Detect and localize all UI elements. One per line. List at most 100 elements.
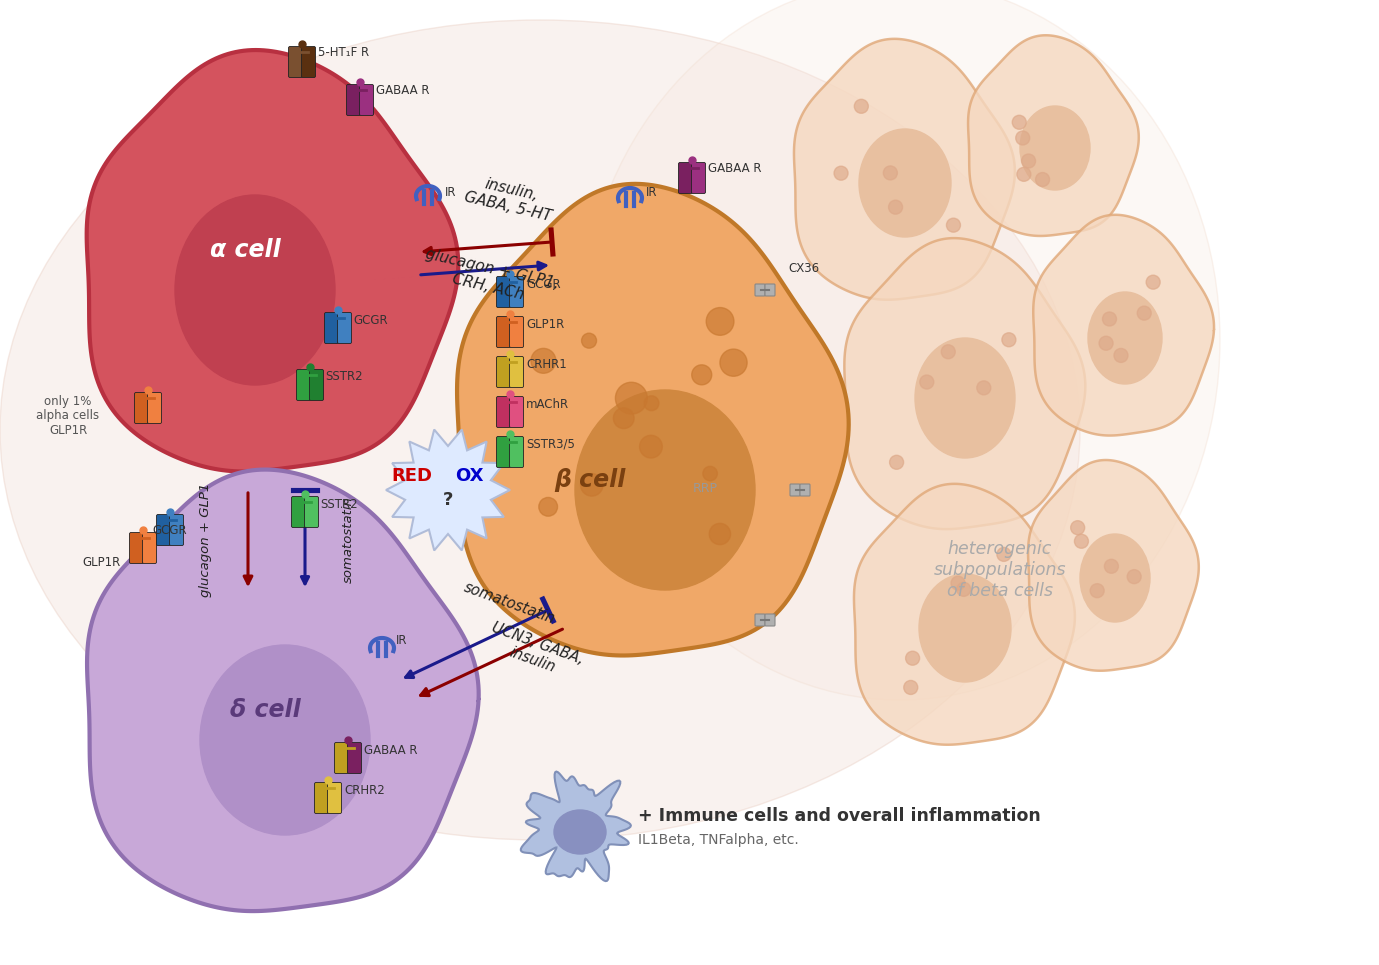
FancyBboxPatch shape <box>148 393 161 424</box>
Circle shape <box>614 408 634 428</box>
Circle shape <box>703 466 717 481</box>
FancyBboxPatch shape <box>509 397 524 427</box>
FancyBboxPatch shape <box>309 370 324 400</box>
Circle shape <box>582 333 597 348</box>
Circle shape <box>1127 569 1142 584</box>
Text: IR: IR <box>645 185 658 199</box>
Ellipse shape <box>175 195 335 385</box>
Circle shape <box>1016 131 1030 145</box>
FancyBboxPatch shape <box>170 514 183 545</box>
Text: ?: ? <box>443 491 454 509</box>
Circle shape <box>942 345 956 359</box>
FancyBboxPatch shape <box>288 46 302 77</box>
Text: somatostatin: somatostatin <box>342 497 354 584</box>
Circle shape <box>720 349 747 376</box>
FancyBboxPatch shape <box>346 85 360 116</box>
Ellipse shape <box>575 390 754 590</box>
FancyBboxPatch shape <box>142 533 156 564</box>
Polygon shape <box>87 50 458 472</box>
Text: insulin,
GABA, 5-HT: insulin, GABA, 5-HT <box>463 172 557 224</box>
Circle shape <box>644 396 659 411</box>
Circle shape <box>581 474 603 496</box>
Ellipse shape <box>918 574 1011 682</box>
FancyBboxPatch shape <box>691 162 706 194</box>
FancyBboxPatch shape <box>509 436 524 467</box>
FancyBboxPatch shape <box>135 393 149 424</box>
Polygon shape <box>87 470 479 911</box>
Text: IR: IR <box>396 635 408 648</box>
Circle shape <box>1102 312 1117 326</box>
FancyBboxPatch shape <box>327 783 342 813</box>
Polygon shape <box>1029 460 1198 671</box>
Text: CRHR1: CRHR1 <box>525 357 567 371</box>
Circle shape <box>1070 521 1085 535</box>
FancyBboxPatch shape <box>291 497 306 528</box>
Circle shape <box>1091 584 1105 597</box>
Circle shape <box>1074 535 1088 548</box>
Text: mAChR: mAChR <box>525 398 570 410</box>
Text: OX: OX <box>455 467 484 485</box>
Text: β cell: β cell <box>554 468 626 492</box>
Text: 5-HT₁F R: 5-HT₁F R <box>319 46 370 60</box>
Text: GLP1R: GLP1R <box>81 556 120 568</box>
Text: GCGR: GCGR <box>525 278 561 290</box>
Circle shape <box>957 582 971 596</box>
Circle shape <box>906 651 920 665</box>
Text: heterogenic
subpopulations
of beta cells: heterogenic subpopulations of beta cells <box>934 540 1066 600</box>
Circle shape <box>834 166 848 180</box>
Ellipse shape <box>1088 292 1162 384</box>
Circle shape <box>1003 333 1016 346</box>
Circle shape <box>1036 173 1049 186</box>
Text: GABAA R: GABAA R <box>376 85 429 97</box>
Circle shape <box>952 576 965 591</box>
Circle shape <box>1022 154 1036 168</box>
Circle shape <box>1138 306 1151 320</box>
FancyBboxPatch shape <box>754 614 765 626</box>
FancyBboxPatch shape <box>314 783 328 813</box>
Polygon shape <box>521 772 630 881</box>
Polygon shape <box>844 238 1085 529</box>
FancyBboxPatch shape <box>765 284 775 296</box>
FancyBboxPatch shape <box>800 484 809 496</box>
Circle shape <box>855 99 869 113</box>
Polygon shape <box>386 429 510 550</box>
Circle shape <box>615 382 647 414</box>
Text: + Immune cells and overall inflammation: + Immune cells and overall inflammation <box>638 807 1041 825</box>
Circle shape <box>976 381 992 395</box>
Circle shape <box>920 375 934 389</box>
FancyBboxPatch shape <box>335 742 349 774</box>
Text: GCGR: GCGR <box>353 314 387 326</box>
Circle shape <box>1146 275 1160 290</box>
Text: SSTR2: SSTR2 <box>320 498 357 510</box>
Circle shape <box>997 547 1011 562</box>
Circle shape <box>884 166 898 179</box>
Circle shape <box>1114 348 1128 363</box>
Polygon shape <box>456 184 848 655</box>
Text: somatostatin: somatostatin <box>462 580 557 626</box>
FancyBboxPatch shape <box>509 277 524 308</box>
Circle shape <box>706 308 734 335</box>
Circle shape <box>903 680 918 695</box>
Text: GLP1R: GLP1R <box>525 317 564 330</box>
Ellipse shape <box>859 129 952 237</box>
Text: only 1%
alpha cells
GLP1R: only 1% alpha cells GLP1R <box>36 395 99 437</box>
Text: IL1Beta, TNFalpha, etc.: IL1Beta, TNFalpha, etc. <box>638 833 798 847</box>
FancyBboxPatch shape <box>324 313 338 344</box>
Ellipse shape <box>1080 534 1150 622</box>
Polygon shape <box>1033 215 1214 435</box>
Circle shape <box>1105 560 1118 573</box>
Ellipse shape <box>581 0 1220 700</box>
Text: RED: RED <box>392 467 432 485</box>
Circle shape <box>889 455 903 469</box>
FancyBboxPatch shape <box>156 514 171 545</box>
Text: GABAA R: GABAA R <box>707 162 761 176</box>
Ellipse shape <box>1020 106 1089 190</box>
Text: GCGR: GCGR <box>152 523 186 537</box>
FancyBboxPatch shape <box>296 370 310 400</box>
Ellipse shape <box>200 645 370 835</box>
FancyBboxPatch shape <box>360 85 374 116</box>
Text: IR: IR <box>445 186 456 200</box>
FancyBboxPatch shape <box>130 533 143 564</box>
FancyBboxPatch shape <box>790 484 800 496</box>
Ellipse shape <box>554 810 605 854</box>
